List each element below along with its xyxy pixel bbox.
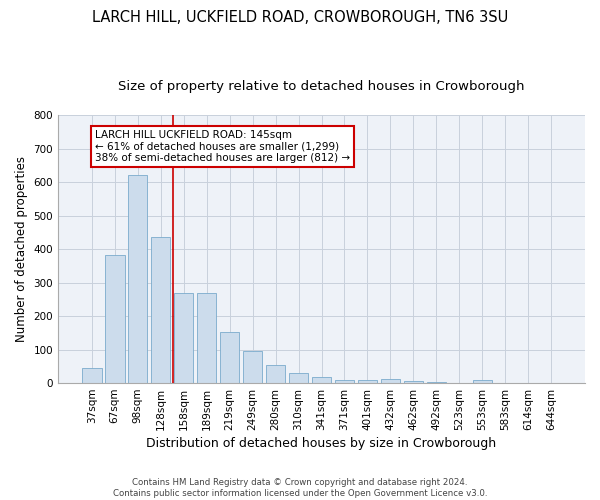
- Text: LARCH HILL UCKFIELD ROAD: 145sqm
← 61% of detached houses are smaller (1,299)
38: LARCH HILL UCKFIELD ROAD: 145sqm ← 61% o…: [95, 130, 350, 164]
- X-axis label: Distribution of detached houses by size in Crowborough: Distribution of detached houses by size …: [146, 437, 497, 450]
- Bar: [174, 292, 193, 383]
- Bar: [266, 365, 286, 383]
- Bar: [380, 379, 400, 383]
- Y-axis label: Number of detached properties: Number of detached properties: [15, 156, 28, 342]
- Bar: [105, 255, 125, 383]
- Bar: [427, 382, 446, 383]
- Bar: [243, 350, 262, 383]
- Bar: [289, 372, 308, 383]
- Bar: [404, 382, 423, 383]
- Bar: [197, 292, 217, 383]
- Bar: [312, 377, 331, 383]
- Bar: [82, 368, 101, 383]
- Bar: [335, 380, 354, 383]
- Text: Contains HM Land Registry data © Crown copyright and database right 2024.
Contai: Contains HM Land Registry data © Crown c…: [113, 478, 487, 498]
- Bar: [220, 332, 239, 383]
- Bar: [473, 380, 492, 383]
- Bar: [128, 174, 148, 383]
- Bar: [358, 380, 377, 383]
- Bar: [151, 236, 170, 383]
- Text: LARCH HILL, UCKFIELD ROAD, CROWBOROUGH, TN6 3SU: LARCH HILL, UCKFIELD ROAD, CROWBOROUGH, …: [92, 10, 508, 25]
- Title: Size of property relative to detached houses in Crowborough: Size of property relative to detached ho…: [118, 80, 525, 93]
